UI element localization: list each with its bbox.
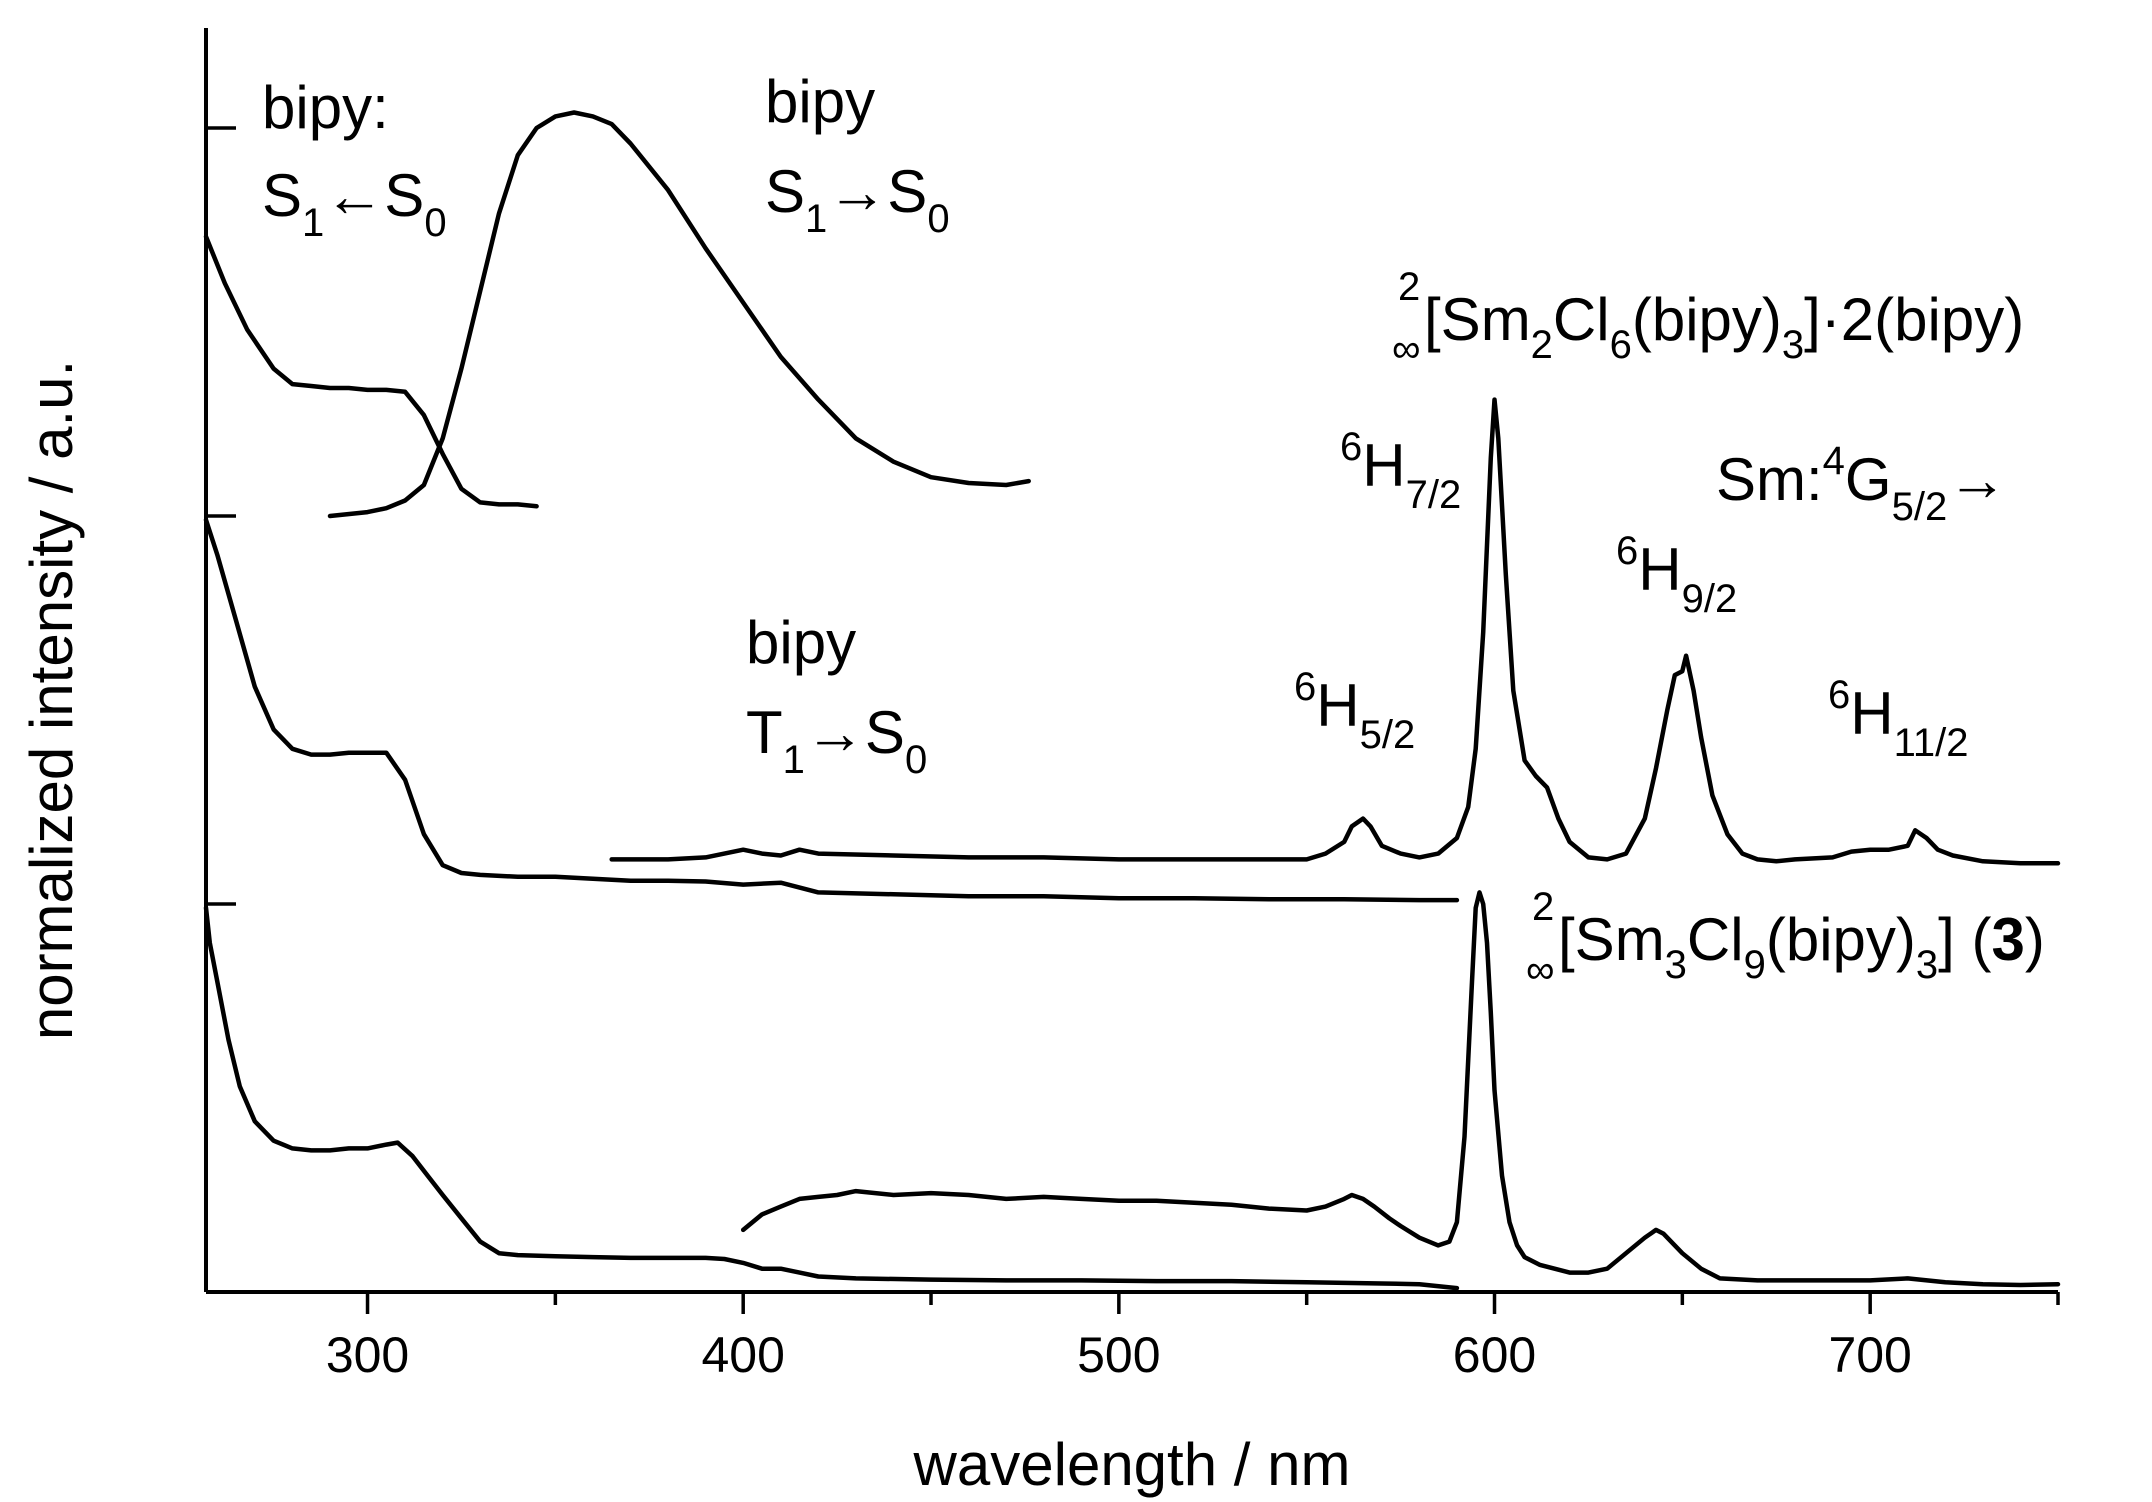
y-ticks xyxy=(206,126,236,1294)
spectrum-curve-6 xyxy=(740,890,2061,1288)
abs-s-sub: 1 xyxy=(302,201,324,245)
annotation-sm-transition: Sm:4G5/2→ xyxy=(1716,439,2007,529)
h72-sup: 6 xyxy=(1340,425,1362,469)
annotation-bipy-fluorescence: bipy S1→S0 xyxy=(765,68,950,241)
x-tick-label: 500 xyxy=(1077,1327,1160,1383)
compound-top-formula: [Sm2Cl6(bipy)3]·2(bipy) xyxy=(1424,286,2024,367)
h52-sup: 6 xyxy=(1294,665,1316,709)
h52-sub: 5/2 xyxy=(1360,713,1416,757)
axes xyxy=(204,28,2058,1294)
s1-s-sub: 1 xyxy=(805,197,827,241)
h72-h: H xyxy=(1362,432,1405,499)
compound-bottom-inf: ∞ xyxy=(1526,948,1555,992)
annotation-compound-bottom: 2 ∞ [Sm3Cl9(bipy)3] (3) xyxy=(1526,885,2045,992)
spectrum-curve-5 xyxy=(203,905,1460,1291)
h72-sub: 7/2 xyxy=(1406,473,1462,517)
annotation-bipy-t1-line2: T1→S0 xyxy=(746,699,927,782)
annotation-bipy-absorption: bipy: S1←S0 xyxy=(262,74,447,245)
annotation-bipy-phosphorescence: bipy T1→S0 xyxy=(746,609,927,782)
h112-label: 6H11/2 xyxy=(1828,673,1968,765)
annotation-h52: 6H5/2 xyxy=(1294,665,1415,757)
ct-p2: Cl xyxy=(1553,286,1610,353)
t1-t: T xyxy=(746,699,783,766)
spectrum-curve-3 xyxy=(203,517,1460,903)
ct-p3: (bipy) xyxy=(1632,286,1782,353)
x-axis-label: wavelength / nm xyxy=(913,1431,1351,1498)
annotation-compound-top: 2 ∞ [Sm2Cl6(bipy)3]·2(bipy) xyxy=(1392,265,2024,371)
abs-s2: S xyxy=(384,162,424,229)
t1-s2-sub: 0 xyxy=(905,738,927,782)
spectrum-curve-4 xyxy=(609,397,2061,866)
s1-arrow: → xyxy=(827,158,887,225)
annotation-bipy-abs-line1: bipy: xyxy=(262,74,389,141)
h112-sup: 6 xyxy=(1828,673,1850,717)
t1-s2: S xyxy=(865,699,905,766)
s1-s2: S xyxy=(887,158,927,225)
cb-bold: 3 xyxy=(1991,906,2024,973)
abs-s2-sub: 0 xyxy=(424,201,446,245)
annotation-bipy-s1-line2: S1→S0 xyxy=(765,158,950,241)
t1-t-sub: 1 xyxy=(783,738,805,782)
h92-h: H xyxy=(1638,536,1681,603)
x-ticks: 300 400 500 600 700 xyxy=(326,1292,2060,1383)
annotation-h72: 6H7/2 xyxy=(1340,425,1461,517)
abs-arrow: ← xyxy=(324,162,384,229)
h92-sup: 6 xyxy=(1616,529,1638,573)
ct-s3: 3 xyxy=(1782,323,1804,367)
ct-p4: ]·2(bipy) xyxy=(1804,286,2024,353)
x-tick-label: 600 xyxy=(1453,1327,1536,1383)
compound-top-inf: ∞ xyxy=(1392,327,1421,371)
annotation-bipy-abs-line2: S1←S0 xyxy=(262,162,447,245)
ct-s1: 2 xyxy=(1531,323,1553,367)
cb-p3: (bipy) xyxy=(1766,906,1916,973)
cb-p2: Cl xyxy=(1687,906,1744,973)
sm-sup: 4 xyxy=(1823,439,1845,483)
spectra-curves xyxy=(203,110,2061,1291)
ct-p1: [Sm xyxy=(1424,286,1531,353)
sm-g: G xyxy=(1845,446,1892,513)
cb-s1: 3 xyxy=(1665,943,1687,987)
h52-label: 6H5/2 xyxy=(1294,665,1415,757)
s1-s2-sub: 0 xyxy=(927,197,949,241)
abs-s: S xyxy=(262,162,302,229)
sm-transition-label: Sm:4G5/2→ xyxy=(1716,439,2007,529)
h112-h: H xyxy=(1850,680,1893,747)
spectrum-curve-2 xyxy=(327,110,1031,519)
cb-s2: 9 xyxy=(1744,943,1766,987)
compound-bottom-sup: 2 xyxy=(1532,885,1554,929)
annotation-h92: 6H9/2 xyxy=(1616,529,1737,621)
t1-arrow: → xyxy=(805,699,865,766)
h72-label: 6H7/2 xyxy=(1340,425,1461,517)
sm-sub: 5/2 xyxy=(1892,485,1948,529)
cb-p1: [Sm xyxy=(1558,906,1665,973)
sm-p1: Sm: xyxy=(1716,446,1823,513)
ct-s2: 6 xyxy=(1610,323,1632,367)
h112-sub: 11/2 xyxy=(1894,721,1969,765)
s1-s: S xyxy=(765,158,805,225)
sm-arrow: → xyxy=(1947,446,2007,513)
x-tick-label: 400 xyxy=(701,1327,784,1383)
h92-sub: 9/2 xyxy=(1682,577,1738,621)
cb-p5: ) xyxy=(2025,906,2045,973)
compound-top-sup: 2 xyxy=(1398,265,1420,309)
x-tick-label: 700 xyxy=(1828,1327,1911,1383)
h92-label: 6H9/2 xyxy=(1616,529,1737,621)
cb-s3: 3 xyxy=(1916,943,1938,987)
compound-bottom-formula: [Sm3Cl9(bipy)3] (3) xyxy=(1558,906,2045,987)
x-tick-label: 300 xyxy=(326,1327,409,1383)
annotation-bipy-s1-line1: bipy xyxy=(765,68,875,135)
annotation-bipy-t1-line1: bipy xyxy=(746,609,856,676)
annotation-h112: 6H11/2 xyxy=(1828,673,1968,765)
cb-p4: ] ( xyxy=(1938,906,1991,973)
y-axis-label: normalized intensity / a.u. xyxy=(18,360,85,1040)
h52-h: H xyxy=(1316,672,1359,739)
spectrum-curve-1 xyxy=(203,234,539,509)
